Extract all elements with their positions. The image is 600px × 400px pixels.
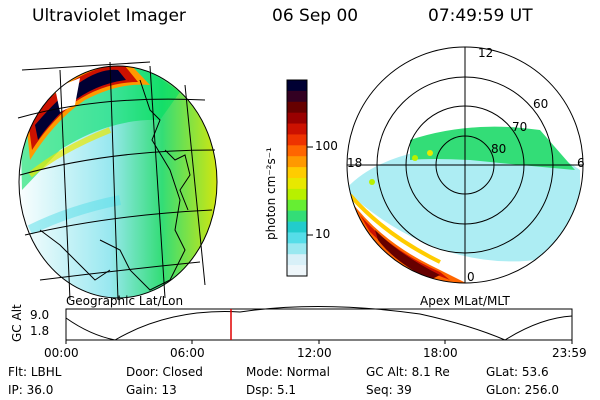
timeline-axis-label: GC Alt: [10, 304, 24, 342]
colorbar-tick-10: 10: [315, 227, 331, 241]
timeline-ytick-1-8: 1.8: [30, 324, 50, 338]
colorbar-segment: [287, 112, 307, 125]
geographic-grid: [17, 61, 218, 301]
colorbar-segment: [287, 134, 307, 146]
colorbar-segment: [287, 243, 307, 255]
timeline-xtick: 06:00: [170, 346, 205, 360]
colorbar-segment: [287, 145, 307, 157]
colorbar-segment: [287, 101, 307, 114]
info-flt: Flt: LBHL: [8, 365, 62, 379]
polar-grid: [346, 46, 584, 284]
colorbar-segment: [287, 265, 307, 277]
coastline: [39, 79, 191, 291]
timeline-xtick: 23:59: [552, 346, 587, 360]
info-door: Door: Closed: [126, 365, 203, 379]
colorbar: [287, 80, 307, 277]
mlt-label-0: 0: [467, 270, 475, 284]
date-label: 06 Sep 00: [272, 6, 359, 26]
colorbar-tick-100: 100: [315, 139, 338, 153]
mlt-label-6: 6: [577, 156, 585, 170]
info-gc-alt: GC Alt: 8.1 Re: [366, 365, 450, 379]
timeline-ytick-9: 9.0: [30, 308, 50, 322]
geographic-panel-label: Geographic Lat/Lon: [66, 294, 184, 308]
info-seq: Seq: 39: [366, 383, 412, 397]
colorbar-segment: [287, 90, 307, 103]
colorbar-unit-label: photon cm⁻²s⁻¹: [264, 147, 278, 240]
colorbar-segment: [287, 199, 307, 212]
colorbar-segment: [287, 178, 307, 190]
colorbar-segment: [287, 221, 307, 233]
timeline-xtick: 00:00: [44, 346, 79, 360]
colorbar-segment: [287, 167, 307, 179]
info-gain: Gain: 13: [126, 383, 177, 397]
info-ip: IP: 36.0: [8, 383, 54, 397]
polar-image: [347, 126, 580, 283]
timeline-xtick: 12:00: [297, 346, 332, 360]
mlat-label-70: 70: [512, 120, 528, 134]
info-dsp: Dsp: 5.1: [246, 383, 297, 397]
colorbar-segment: [287, 188, 307, 201]
mlt-label-12: 12: [478, 46, 494, 60]
apex-panel-label: Apex MLat/MLT: [420, 294, 510, 308]
colorbar-segment: [287, 156, 307, 168]
colorbar-segment: [287, 123, 307, 135]
info-glat: GLat: 53.6: [486, 365, 549, 379]
timeline-plot: [65, 305, 573, 344]
info-glon: GLon: 256.0: [486, 383, 559, 397]
geographic-image: [19, 66, 217, 298]
colorbar-segment: [287, 254, 307, 266]
timeline-xtick: 18:00: [423, 346, 458, 360]
mlat-label-60: 60: [533, 97, 549, 111]
colorbar-segment: [287, 210, 307, 223]
instrument-title: Ultraviolet Imager: [32, 6, 186, 26]
info-mode: Mode: Normal: [246, 365, 330, 379]
colorbar-segment: [287, 80, 307, 92]
mlat-label-80: 80: [491, 142, 507, 156]
time-label: 07:49:59 UT: [428, 6, 533, 26]
colorbar-segment: [287, 232, 307, 244]
mlt-label-18: 18: [347, 156, 363, 170]
